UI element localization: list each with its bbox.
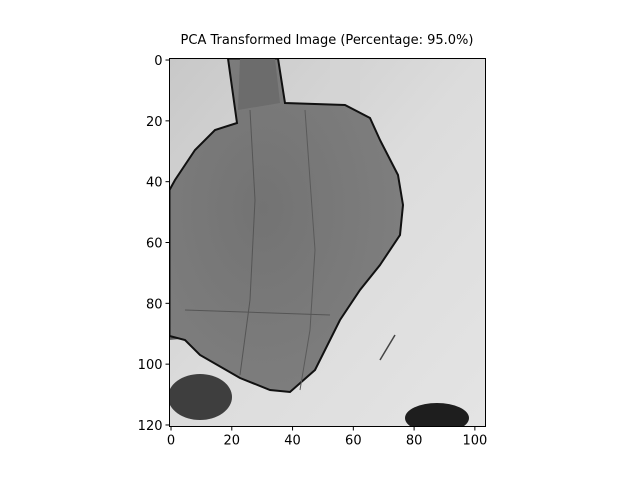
y-tick-label: 80 (146, 297, 163, 312)
x-tick-label: 60 (345, 434, 362, 449)
y-tick-label: 0 (154, 54, 162, 69)
y-tick-label: 20 (146, 115, 163, 130)
x-tick-label: 80 (406, 434, 423, 449)
x-tick-label: 0 (167, 434, 175, 449)
x-tick-label: 40 (284, 434, 301, 449)
y-tick-label: 60 (146, 237, 163, 252)
y-tick-label: 100 (138, 358, 163, 373)
x-tick-label: 100 (462, 434, 487, 449)
x-tick-label: 20 (224, 434, 241, 449)
chart-title: PCA Transformed Image (Percentage: 95.0%… (181, 33, 474, 48)
image (169, 58, 486, 427)
y-tick-label: 40 (146, 176, 163, 191)
y-tick-label: 120 (138, 419, 163, 434)
